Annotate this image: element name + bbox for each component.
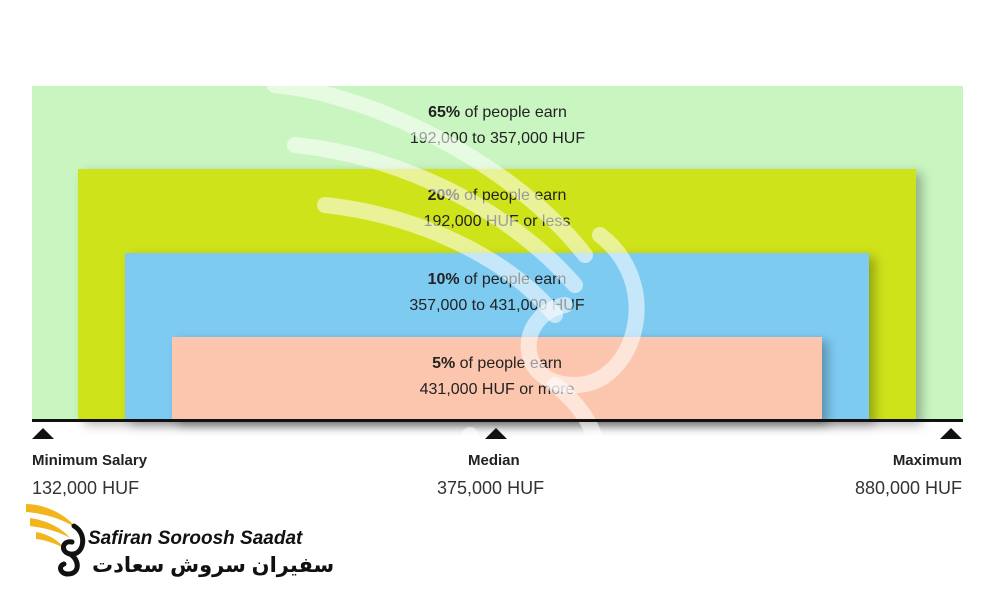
- salary-axis-line: [32, 419, 963, 422]
- band-5-suffix: of people earn: [455, 355, 562, 372]
- band-20-percent-text: 20%: [427, 187, 460, 204]
- band-20-range: 192,000 HUF or less: [423, 213, 571, 230]
- minimum-marker-icon: [32, 428, 54, 439]
- band-10-suffix: of people earn: [459, 271, 567, 288]
- median-marker-icon: [485, 428, 507, 439]
- band-20-suffix: of people earn: [459, 187, 567, 204]
- brand-logo-icon: [26, 504, 86, 577]
- maximum-label: Maximum: [892, 452, 962, 469]
- band-5-percent-text: 5%: [432, 355, 456, 372]
- band-10-label: 10% of people earn 357,000 to 431,000 HU…: [125, 267, 869, 319]
- minimum-salary-label: Minimum Salary: [32, 452, 148, 469]
- median-value: 375,000 HUF: [437, 478, 545, 498]
- band-65-percent-text: 65%: [428, 104, 461, 121]
- maximum-value: 880,000 HUF: [854, 478, 962, 498]
- band-65-label: 65% of people earn 192,000 to 357,000 HU…: [32, 100, 963, 152]
- band-10-percent-text: 10%: [427, 271, 460, 288]
- brand-name-persian: سفیران سروش سعادت: [92, 554, 335, 577]
- brand-name-english: Safiran Soroosh Saadat: [88, 528, 303, 549]
- median-label: Median: [468, 452, 520, 469]
- band-65-suffix: of people earn: [460, 104, 567, 121]
- band-65-range: 192,000 to 357,000 HUF: [409, 130, 586, 147]
- band-5-range: 431,000 HUF or more: [419, 381, 575, 398]
- band-5-label: 5% of people earn 431,000 HUF or more: [172, 351, 822, 403]
- minimum-salary-value: 132,000 HUF: [32, 478, 140, 498]
- maximum-marker-icon: [940, 428, 962, 439]
- band-20-label: 20% of people earn 192,000 HUF or less: [78, 183, 916, 235]
- band-10-range: 357,000 to 431,000 HUF: [409, 297, 585, 314]
- band-5-percent: 5% of people earn 431,000 HUF or more: [172, 337, 822, 421]
